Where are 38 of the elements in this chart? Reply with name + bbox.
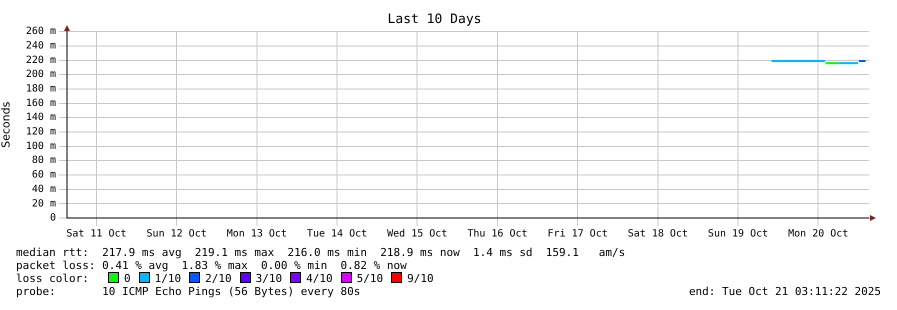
x-tick-label: Thu 16 Oct <box>467 228 528 240</box>
x-tick-label: Mon 20 Oct <box>788 228 848 240</box>
legend-label: 4/10 <box>306 272 333 285</box>
y-tick-label: 60 m <box>32 170 56 181</box>
chart-title: Last 10 Days <box>388 12 482 28</box>
text: median rtt: 217.9 ms avg 219.1 ms max 216.0 ms min 218.9 ms now 1.4 ms sd 159.1 am/s <box>16 246 626 259</box>
x-tick-label: Fri 17 Oct <box>548 228 608 240</box>
legend-label: 0 <box>124 272 131 285</box>
y-tick-label: 220 m <box>26 54 56 66</box>
y-tick-label: 100 m <box>26 140 56 152</box>
y-tick-label: 160 m <box>26 98 56 109</box>
y-axis-title: Seconds <box>0 101 12 148</box>
x-tick-label: Sat 18 Oct <box>628 228 688 240</box>
legend-label: 5/10 <box>356 272 384 285</box>
legend-label: 3/10 <box>256 272 282 285</box>
y-tick-label: 140 m <box>26 112 56 124</box>
y-tick-label: 260 m <box>26 26 56 38</box>
legend-label: 1/10 <box>154 272 182 285</box>
x-tick-label: Sun 19 Oct <box>708 228 768 240</box>
y-tick-label: 180 m <box>26 84 56 95</box>
y-tick-label: 40 m <box>32 184 56 195</box>
x-tick-label: Mon 13 Oct <box>226 228 287 240</box>
text: end: Tue Oct 21 03:11:22 2025 <box>688 285 881 298</box>
text: packet loss: 0.41 % avg 1.83 % max 0.00 % min 0.82 % now <box>16 259 408 272</box>
x-tick-label: Tue 14 Oct <box>306 228 368 240</box>
x-tick-label: Sun 12 Oct <box>146 228 207 240</box>
x-tick-label: Sat 11 Oct <box>66 228 127 240</box>
y-tick-label: 80 m <box>32 155 56 166</box>
y-tick-label: 20 m <box>32 198 56 210</box>
y-tick-label: 240 m <box>26 40 56 52</box>
text: probe: 10 ICMP Echo Pings (56 Bytes) every 80s <box>16 285 360 298</box>
y-tick-label: 0 <box>50 212 56 224</box>
legend-label: 2/10 <box>205 272 232 285</box>
y-tick-label: 200 m <box>26 69 56 80</box>
x-tick-label: Wed 15 Oct <box>387 228 448 240</box>
y-tick-label: 120 m <box>26 126 56 138</box>
legend-title: loss color: <box>16 272 90 285</box>
legend-label: 9/10 <box>407 272 434 285</box>
